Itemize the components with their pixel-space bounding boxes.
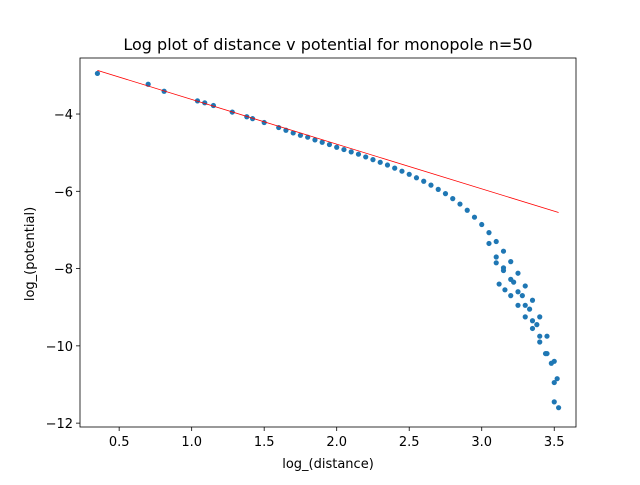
data-point [508,293,514,299]
data-point [326,141,333,148]
x-tick-label: 3.5 [544,435,565,450]
data-point [363,154,369,160]
y-tick-label: −10 [46,340,73,355]
fit-line [97,69,559,213]
data-point [493,238,499,245]
data-point [544,333,550,339]
data-point [249,116,256,122]
data-point [290,130,296,136]
data-point [406,171,412,177]
y-axis-ticks: −12 −10 −8 −6 −4 [46,108,80,432]
data-point [94,70,100,77]
data-point [413,175,420,181]
data-point [341,146,347,153]
y-tick-label: −4 [54,108,73,123]
data-points [94,70,562,411]
data-point [399,168,405,174]
x-tick-label: 1.0 [181,435,202,450]
chart-title: Log plot of distance v potential for mon… [123,35,532,54]
data-point [534,322,540,328]
data-point [500,267,507,274]
data-point [522,302,528,308]
data-point [450,196,456,202]
y-axis-label: log_(potential) [23,207,38,301]
data-point [435,186,441,192]
data-point [384,162,391,168]
data-point [554,376,560,382]
data-point [537,339,543,345]
data-point [522,314,528,320]
x-tick-label: 3.0 [471,435,492,450]
data-point [486,230,492,236]
data-point [355,151,362,157]
data-point [511,279,517,285]
data-point [319,139,325,145]
data-point [312,137,318,143]
x-tick-label: 1.5 [254,435,275,450]
data-point [493,254,499,260]
y-tick-label: −6 [54,185,73,200]
x-tick-label: 0.5 [109,435,130,450]
data-point [556,405,562,411]
data-point [537,314,543,320]
data-point [493,260,499,266]
data-point [442,191,449,197]
y-tick-label: −8 [54,263,73,278]
data-point [551,379,557,386]
x-tick-label: 2.0 [326,435,347,450]
data-point [297,132,304,138]
data-point [421,178,427,184]
data-point [479,221,485,228]
data-point [522,283,528,289]
data-point [529,325,536,332]
data-point [515,302,521,308]
data-point [428,182,434,188]
plot-frame [79,57,577,428]
data-point [370,157,376,163]
x-tick-label: 2.5 [399,435,420,450]
data-point [551,399,557,405]
data-point [334,144,340,150]
data-point [457,201,463,207]
data-point [464,207,470,213]
data-point [529,297,536,303]
data-point [502,287,508,293]
y-tick-label: −12 [46,417,73,432]
data-point [529,318,536,324]
data-point [392,165,398,171]
x-axis-label: log_(distance) [282,457,374,472]
data-point [526,306,533,312]
data-point [519,293,525,299]
data-point [348,149,354,155]
data-point [548,360,554,366]
data-point [515,289,521,295]
data-point [377,159,383,165]
data-point [471,214,478,220]
x-axis-ticks: 0.5 1.0 1.5 2.0 2.5 3.0 3.5 [109,427,565,450]
data-point [542,350,549,357]
data-point [486,240,492,247]
data-point [508,259,514,265]
data-point [537,333,543,339]
data-point [500,248,507,254]
data-point [496,281,502,287]
data-point [515,270,521,276]
